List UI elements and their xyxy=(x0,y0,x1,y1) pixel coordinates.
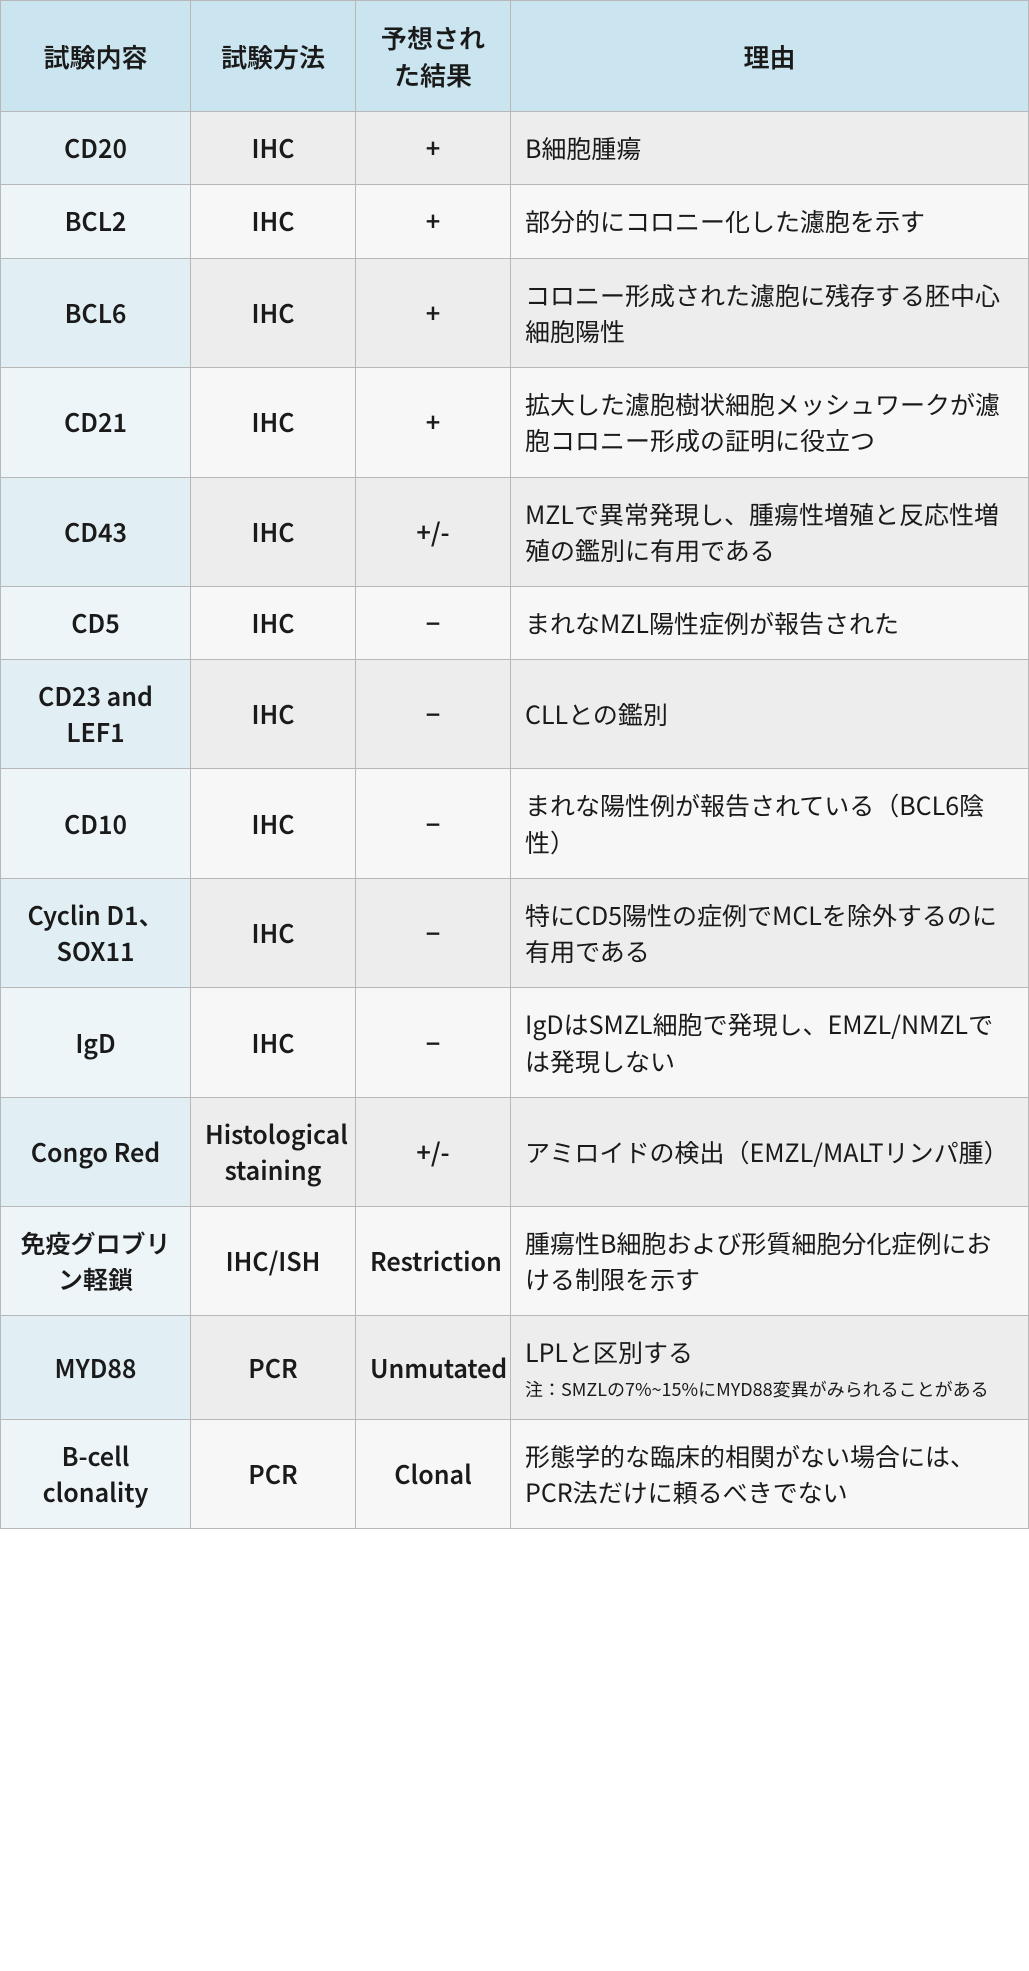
cell-method: IHC xyxy=(191,988,356,1098)
cell-reason: 拡大した濾胞樹状細胞メッシュワークが濾胞コロニー形成の証明に役立つ xyxy=(511,368,1029,478)
cell-test: CD21 xyxy=(1,368,191,478)
cell-test: BCL6 xyxy=(1,258,191,368)
cell-reason: IgDはSMZL細胞で発現し、EMZL/NMZLでは発現しない xyxy=(511,988,1029,1098)
table-row: CD23 and LEF1IHC−CLLとの鑑別 xyxy=(1,660,1029,769)
cell-method: IHC xyxy=(191,258,356,368)
cell-test: IgD xyxy=(1,988,191,1098)
header-method: 試験方法 xyxy=(191,1,356,112)
cell-result: − xyxy=(356,769,511,879)
cell-result: Clonal xyxy=(356,1419,511,1529)
cell-result: − xyxy=(356,660,511,769)
header-reason: 理由 xyxy=(511,1,1029,112)
table-body: CD20IHC+B細胞腫瘍BCL2IHC+部分的にコロニー化した濾胞を示すBCL… xyxy=(1,112,1029,1529)
cell-method: PCR xyxy=(191,1316,356,1420)
cell-reason: アミロイドの検出（EMZL/MALTリンパ腫） xyxy=(511,1097,1029,1206)
cell-reason: B細胞腫瘍 xyxy=(511,112,1029,185)
table-row: Congo RedHistological staining+/-アミロイドの検… xyxy=(1,1097,1029,1206)
cell-test: CD10 xyxy=(1,769,191,879)
table-row: CD20IHC+B細胞腫瘍 xyxy=(1,112,1029,185)
cell-result: − xyxy=(356,988,511,1098)
cell-test: Congo Red xyxy=(1,1097,191,1206)
cell-reason: MZLで異常発現し、腫瘍性増殖と反応性増殖の鑑別に有用である xyxy=(511,477,1029,587)
table-row: CD43IHC+/-MZLで異常発現し、腫瘍性増殖と反応性増殖の鑑別に有用である xyxy=(1,477,1029,587)
cell-test: 免疫グロブリン軽鎖 xyxy=(1,1206,191,1316)
cell-reason: CLLとの鑑別 xyxy=(511,660,1029,769)
cell-result: Restriction xyxy=(356,1206,511,1316)
cell-method: IHC/ISH xyxy=(191,1206,356,1316)
cell-result: + xyxy=(356,258,511,368)
cell-method: IHC xyxy=(191,477,356,587)
table-row: MYD88PCRUnmutatedLPLと区別する注：SMZLの7%~15%にM… xyxy=(1,1316,1029,1420)
table-row: CD10IHC−まれな陽性例が報告されている（BCL6陰性） xyxy=(1,769,1029,879)
cell-result: − xyxy=(356,878,511,988)
table-row: B-cell clonalityPCRClonal形態学的な臨床的相関がない場合… xyxy=(1,1419,1029,1529)
cell-reason: LPLと区別する注：SMZLの7%~15%にMYD88変異がみられることがある xyxy=(511,1316,1029,1420)
header-result: 予想された結果 xyxy=(356,1,511,112)
cell-test: BCL2 xyxy=(1,185,191,258)
cell-result: + xyxy=(356,368,511,478)
diagnostic-table: 試験内容 試験方法 予想された結果 理由 CD20IHC+B細胞腫瘍BCL2IH… xyxy=(0,0,1029,1529)
table-row: 免疫グロブリン軽鎖IHC/ISHRestriction腫瘍性B細胞および形質細胞… xyxy=(1,1206,1029,1316)
cell-reason: コロニー形成された濾胞に残存する胚中心細胞陽性 xyxy=(511,258,1029,368)
table-row: BCL6IHC+コロニー形成された濾胞に残存する胚中心細胞陽性 xyxy=(1,258,1029,368)
cell-method: PCR xyxy=(191,1419,356,1529)
cell-test: CD5 xyxy=(1,587,191,660)
cell-method: IHC xyxy=(191,660,356,769)
cell-reason: まれな陽性例が報告されている（BCL6陰性） xyxy=(511,769,1029,879)
cell-method: Histological staining xyxy=(191,1097,356,1206)
cell-reason: まれなMZL陽性症例が報告された xyxy=(511,587,1029,660)
cell-result: +/- xyxy=(356,477,511,587)
cell-reason: 特にCD5陽性の症例でMCLを除外するのに有用である xyxy=(511,878,1029,988)
cell-reason-note: 注：SMZLの7%~15%にMYD88変異がみられることがある xyxy=(525,1377,1014,1401)
table-row: BCL2IHC+部分的にコロニー化した濾胞を示す xyxy=(1,185,1029,258)
cell-reason: 腫瘍性B細胞および形質細胞分化症例における制限を示す xyxy=(511,1206,1029,1316)
cell-test: Cyclin D1、SOX11 xyxy=(1,878,191,988)
cell-test: CD20 xyxy=(1,112,191,185)
table-row: CD5IHC−まれなMZL陽性症例が報告された xyxy=(1,587,1029,660)
cell-method: IHC xyxy=(191,185,356,258)
cell-test: CD23 and LEF1 xyxy=(1,660,191,769)
cell-method: IHC xyxy=(191,878,356,988)
cell-result: + xyxy=(356,185,511,258)
cell-reason: 部分的にコロニー化した濾胞を示す xyxy=(511,185,1029,258)
table-row: IgDIHC−IgDはSMZL細胞で発現し、EMZL/NMZLでは発現しない xyxy=(1,988,1029,1098)
table-row: CD21IHC+拡大した濾胞樹状細胞メッシュワークが濾胞コロニー形成の証明に役立… xyxy=(1,368,1029,478)
cell-test: B-cell clonality xyxy=(1,1419,191,1529)
cell-test: CD43 xyxy=(1,477,191,587)
cell-result: Unmutated xyxy=(356,1316,511,1420)
cell-method: IHC xyxy=(191,587,356,660)
cell-test: MYD88 xyxy=(1,1316,191,1420)
table-row: Cyclin D1、SOX11IHC−特にCD5陽性の症例でMCLを除外するのに… xyxy=(1,878,1029,988)
cell-method: IHC xyxy=(191,112,356,185)
cell-result: +/- xyxy=(356,1097,511,1206)
cell-method: IHC xyxy=(191,368,356,478)
cell-result: + xyxy=(356,112,511,185)
cell-reason: 形態学的な臨床的相関がない場合には、PCR法だけに頼るべきでない xyxy=(511,1419,1029,1529)
cell-method: IHC xyxy=(191,769,356,879)
table-header-row: 試験内容 試験方法 予想された結果 理由 xyxy=(1,1,1029,112)
cell-result: − xyxy=(356,587,511,660)
header-test: 試験内容 xyxy=(1,1,191,112)
